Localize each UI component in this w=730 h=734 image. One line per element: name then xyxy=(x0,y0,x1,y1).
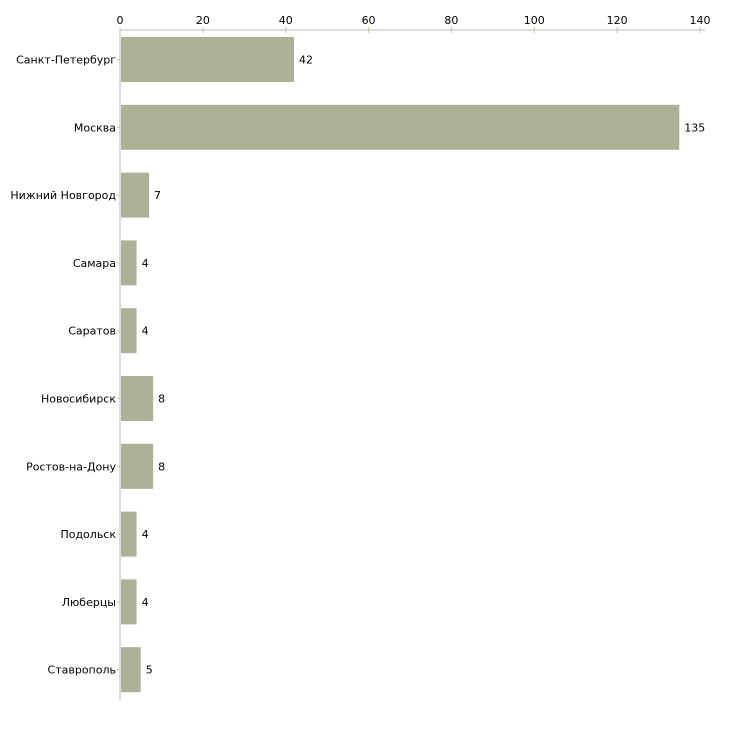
x-tick-label: 20 xyxy=(196,14,210,27)
x-tick-label: 80 xyxy=(444,14,458,27)
category-label: Ставрополь xyxy=(48,664,116,677)
category-label: Ростов-на-Дону xyxy=(26,460,116,473)
bar xyxy=(121,104,680,150)
category-label: Санкт-Петербург xyxy=(16,54,116,67)
bar xyxy=(121,511,137,557)
data-label: 8 xyxy=(158,393,165,406)
x-tick-label: 120 xyxy=(607,14,628,27)
bar xyxy=(121,172,149,218)
x-tick-label: 140 xyxy=(690,14,711,27)
data-label: 42 xyxy=(299,54,313,67)
data-label: 4 xyxy=(142,257,149,270)
x-tick-label: 60 xyxy=(362,14,376,27)
data-label: 135 xyxy=(684,121,705,134)
x-tick-label: 0 xyxy=(117,14,124,27)
category-label: Люберцы xyxy=(62,596,116,609)
category-label: Самара xyxy=(73,257,116,270)
category-label: Москва xyxy=(74,121,116,134)
data-label: 4 xyxy=(142,596,149,609)
category-label: Саратов xyxy=(68,325,116,338)
bar xyxy=(121,647,141,693)
bar xyxy=(121,240,137,286)
data-label: 4 xyxy=(142,528,149,541)
category-label: Нижний Новгород xyxy=(10,189,116,202)
bar xyxy=(121,443,154,489)
bar xyxy=(121,308,137,354)
data-label: 8 xyxy=(158,460,165,473)
category-label: Подольск xyxy=(60,528,116,541)
x-tick-label: 100 xyxy=(524,14,545,27)
bar xyxy=(121,376,154,421)
data-label: 7 xyxy=(154,189,161,202)
data-label: 5 xyxy=(146,664,153,677)
bar xyxy=(121,579,137,625)
data-label: 4 xyxy=(142,325,149,338)
category-label: Новосибирск xyxy=(41,393,116,406)
x-tick-label: 40 xyxy=(279,14,293,27)
bar xyxy=(121,37,294,82)
